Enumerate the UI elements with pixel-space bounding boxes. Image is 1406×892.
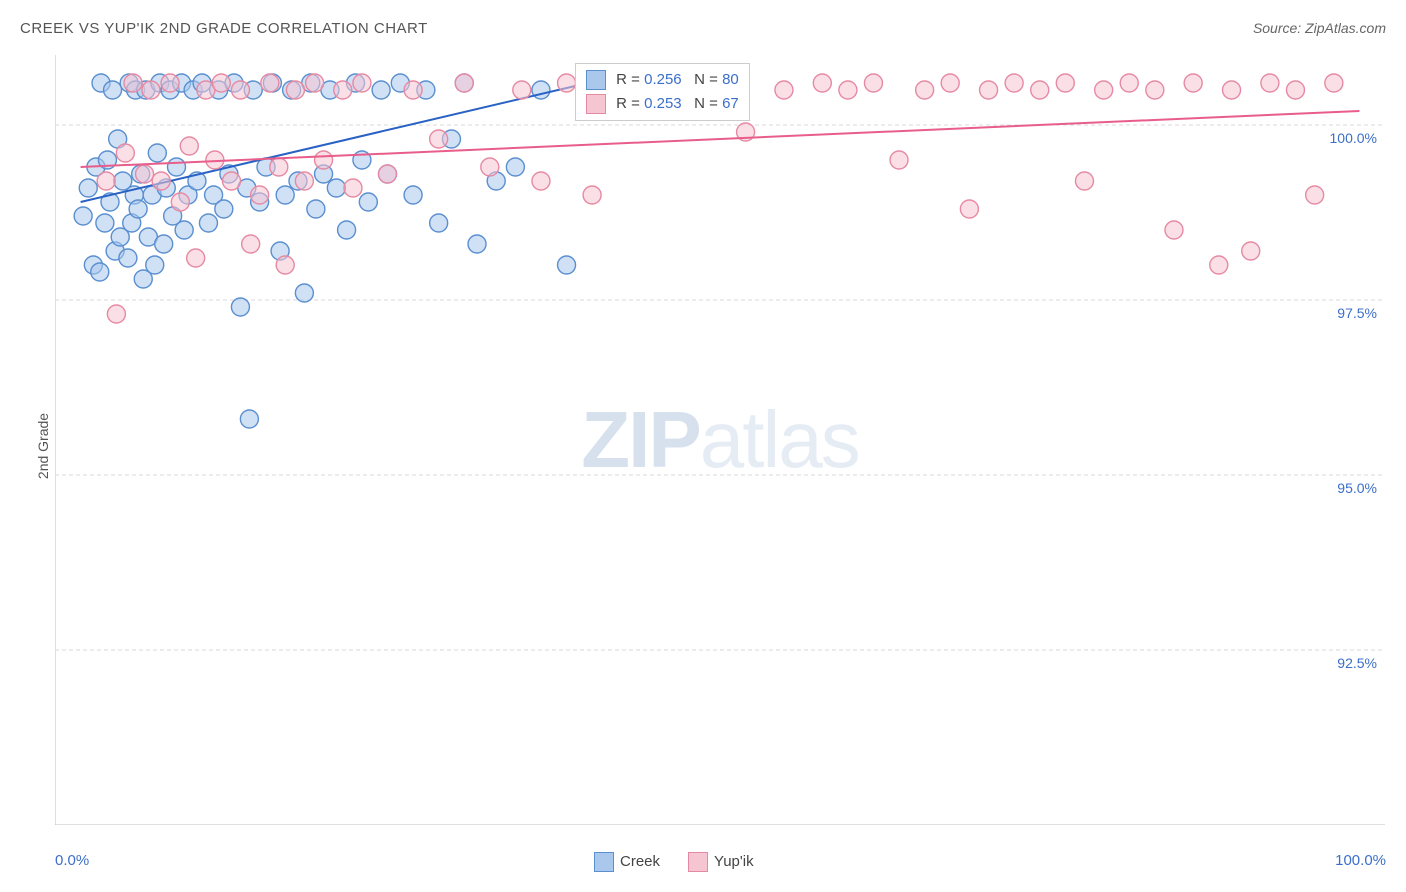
series-legend: Creek Yup'ik (580, 852, 768, 872)
svg-text:97.5%: 97.5% (1337, 305, 1377, 321)
plot-area: ZIPatlas 92.5%95.0%97.5%100.0% R = 0.256… (55, 55, 1385, 825)
chart-title: CREEK VS YUP'IK 2ND GRADE CORRELATION CH… (20, 20, 428, 37)
x-axis-max-label: 100.0% (1335, 852, 1386, 869)
legend-item: Creek (594, 852, 660, 872)
scatter-chart: 92.5% 95.0% 97.5% 100.0% (55, 55, 1385, 825)
legend-row: R = 0.256 N = 80 (586, 68, 739, 92)
source-credit: Source: ZipAtlas.com (1253, 20, 1386, 36)
legend-item: Yup'ik (688, 852, 754, 872)
svg-text:95.0%: 95.0% (1337, 480, 1377, 496)
x-axis-min-label: 0.0% (55, 852, 89, 869)
legend-row: R = 0.253 N = 67 (586, 92, 739, 116)
y-axis-label: 2nd Grade (35, 413, 51, 479)
correlation-legend: R = 0.256 N = 80 R = 0.253 N = 67 (575, 63, 750, 121)
svg-text:92.5%: 92.5% (1337, 655, 1377, 671)
svg-text:100.0%: 100.0% (1330, 130, 1377, 146)
